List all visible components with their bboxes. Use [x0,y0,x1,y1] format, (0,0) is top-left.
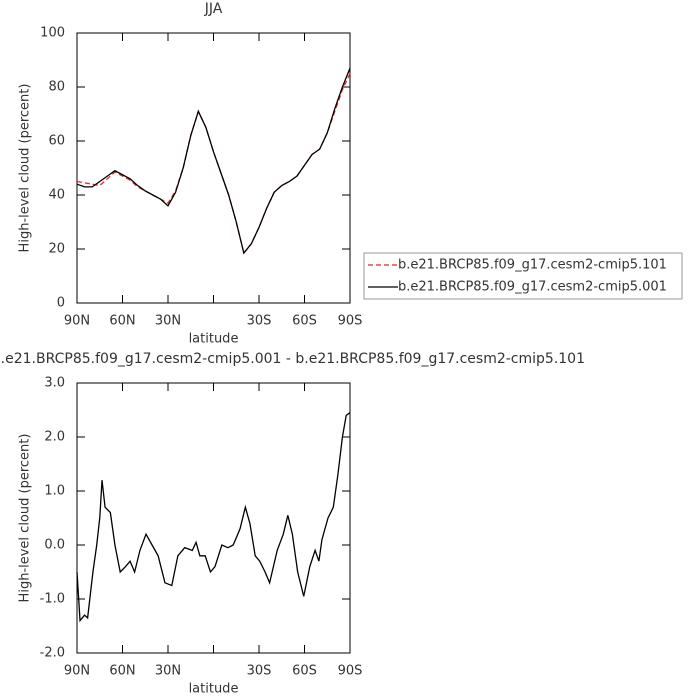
legend-label: b.e21.BRCP85.f09_g17.cesm2-cmip5.001 [398,280,667,295]
y-axis-label: High-level cloud (percent) [18,84,33,253]
data-line [76,67,351,255]
y-tick-label: 2.0 [44,430,65,445]
x-tick-label: 60S [292,664,317,679]
y-tick-label: 60 [48,134,65,149]
y-tick-label: 20 [48,242,65,257]
chart-title: b.e21.BRCP85.f09_g17.cesm2-cmip5.001 - b… [0,351,585,367]
x-tick-label: 30S [247,314,272,329]
y-tick-label: 0.0 [44,538,65,553]
plot-frame [76,32,351,304]
y-tick-label: 0 [57,296,65,311]
x-tick-label: 60N [109,664,135,679]
y-tick-label: 100 [40,26,65,41]
y-tick-label: 3.0 [44,376,65,391]
data-line [76,412,351,623]
y-tick-label: 80 [48,80,65,95]
x-tick-label: 90S [338,314,363,329]
legend-label: b.e21.BRCP85.f09_g17.cesm2-cmip5.101 [398,258,667,273]
data-line [76,73,351,255]
x-tick-label: 60S [292,314,317,329]
x-tick-label: 90S [338,664,363,679]
x-tick-label: 30S [247,664,272,679]
x-tick-label: 60N [109,314,135,329]
x-axis-label: latitude [189,682,239,697]
legend-box [363,252,683,300]
y-tick-label: 40 [48,188,65,203]
x-tick-label: 90N [64,314,90,329]
x-tick-label: 90N [64,664,90,679]
y-axis-label: High-level cloud (percent) [18,434,33,603]
y-tick-label: 1.0 [44,484,65,499]
y-tick-label: -1.0 [40,592,65,607]
x-tick-label: 30N [155,314,181,329]
y-tick-label: -2.0 [40,646,65,661]
plot-frame [76,382,351,654]
chart-title: JJA [204,1,223,17]
x-axis-label: latitude [189,332,239,347]
x-tick-label: 30N [155,664,181,679]
